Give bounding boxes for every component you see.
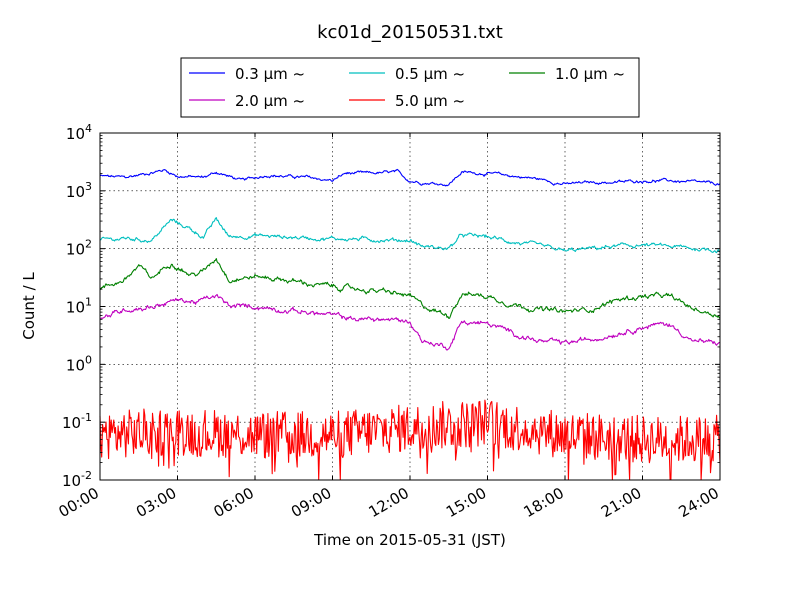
x-axis-label: Time on 2015-05-31 (JST) (313, 531, 506, 549)
series-line-4 (99, 399, 721, 481)
x-tick-label: 06:00 (211, 484, 257, 521)
y-axis-label: Count / L (20, 272, 38, 340)
x-tick-label: 03:00 (133, 484, 179, 521)
y-tick-label: 10-2 (62, 469, 92, 490)
plot-area (99, 168, 721, 481)
y-tick-label: 104 (66, 122, 92, 143)
series-line-2 (99, 258, 721, 319)
chart-title: kc01d_20150531.txt (317, 22, 503, 43)
x-tick-label: 18:00 (521, 484, 567, 521)
y-tick-label: 10-1 (62, 411, 92, 432)
y-tick-label: 100 (66, 353, 92, 374)
y-tick-label: 103 (66, 180, 92, 201)
legend: 0.3 μm ~ 0.5 μm ~ 1.0 μm ~ 2.0 μm ~ 5.0 μm ~ (180, 57, 640, 118)
series-line-0 (99, 168, 721, 187)
legend-label: 5.0 μm ~ (395, 92, 465, 110)
x-tick-label: 09:00 (288, 484, 334, 521)
series-line-3 (99, 293, 721, 351)
x-tick-label: 24:00 (676, 484, 722, 521)
legend-label: 0.3 μm ~ (235, 65, 305, 83)
y-tick-label: 102 (66, 238, 92, 259)
legend-frame (180, 57, 640, 118)
legend-label: 0.5 μm ~ (395, 65, 465, 83)
x-tick-label: 12:00 (366, 484, 412, 521)
legend-label: 1.0 μm ~ (555, 65, 625, 83)
legend-label: 2.0 μm ~ (235, 92, 305, 110)
x-tick-label: 21:00 (598, 484, 644, 521)
y-tick-label: 101 (66, 296, 92, 317)
series-line-1 (99, 217, 721, 254)
x-tick-label: 15:00 (443, 484, 489, 521)
